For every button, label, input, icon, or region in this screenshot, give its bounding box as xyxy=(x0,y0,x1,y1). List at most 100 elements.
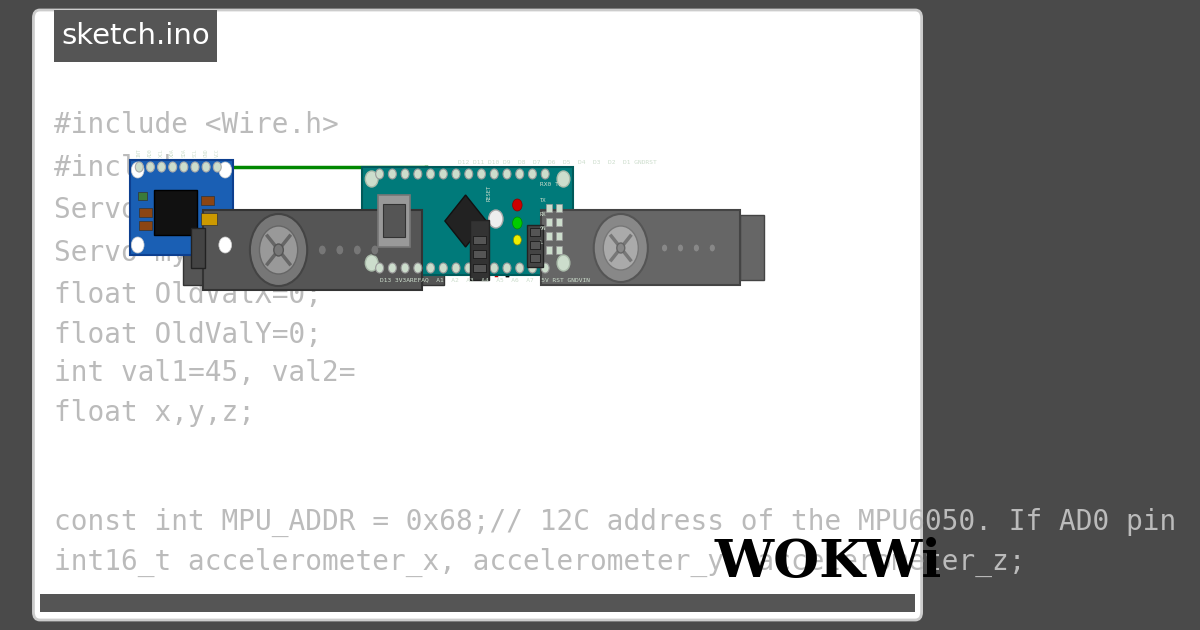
Bar xyxy=(530,254,540,262)
Text: int val1=45, val2=: int val1=45, val2= xyxy=(54,359,355,387)
Text: Servo myservo2;: Servo myservo2; xyxy=(54,239,305,267)
Circle shape xyxy=(439,263,448,273)
Bar xyxy=(740,215,764,280)
Text: ON: ON xyxy=(540,227,546,231)
Circle shape xyxy=(365,255,378,271)
Circle shape xyxy=(528,263,536,273)
Circle shape xyxy=(426,263,434,273)
Circle shape xyxy=(146,162,155,172)
Circle shape xyxy=(157,162,166,172)
Circle shape xyxy=(594,214,648,282)
Bar xyxy=(473,264,486,272)
Bar xyxy=(139,221,152,230)
Circle shape xyxy=(452,169,460,179)
Text: #include <: #include < xyxy=(54,154,222,182)
Text: L: L xyxy=(540,241,542,246)
Circle shape xyxy=(389,169,396,179)
Text: GND: GND xyxy=(204,149,209,157)
Text: RX: RX xyxy=(540,212,546,217)
Circle shape xyxy=(491,263,498,273)
Circle shape xyxy=(389,263,396,273)
Text: VCC: VCC xyxy=(215,149,220,157)
Bar xyxy=(139,208,152,217)
Bar xyxy=(556,204,562,212)
Text: Servo myse: Servo myse xyxy=(54,196,222,224)
Text: float OldValY=0;: float OldValY=0; xyxy=(54,321,322,349)
Bar xyxy=(473,236,486,244)
Bar xyxy=(422,215,444,285)
Circle shape xyxy=(259,226,298,274)
Circle shape xyxy=(514,235,521,245)
Circle shape xyxy=(336,245,344,255)
Bar xyxy=(527,225,542,267)
Circle shape xyxy=(401,263,409,273)
Bar xyxy=(469,220,490,280)
Text: RX0 TX1: RX0 TX1 xyxy=(540,183,566,188)
Polygon shape xyxy=(445,195,486,247)
Circle shape xyxy=(214,162,221,172)
Text: float OldValX=0;: float OldValX=0; xyxy=(54,281,322,309)
Circle shape xyxy=(439,169,448,179)
Circle shape xyxy=(557,255,570,271)
Bar xyxy=(378,195,410,247)
Circle shape xyxy=(541,263,550,273)
Bar xyxy=(138,192,148,200)
Text: AD0: AD0 xyxy=(148,149,152,157)
FancyBboxPatch shape xyxy=(34,10,922,620)
Circle shape xyxy=(414,169,422,179)
Circle shape xyxy=(503,169,511,179)
Circle shape xyxy=(218,237,232,253)
Circle shape xyxy=(191,162,199,172)
Circle shape xyxy=(709,244,715,252)
Bar xyxy=(383,204,406,237)
Text: WOKWi: WOKWi xyxy=(714,537,941,588)
Text: float x,y,z;: float x,y,z; xyxy=(54,399,256,427)
Circle shape xyxy=(512,217,522,229)
Circle shape xyxy=(353,245,361,255)
Text: TX: TX xyxy=(540,198,546,203)
Bar xyxy=(556,232,562,240)
Circle shape xyxy=(202,162,210,172)
Circle shape xyxy=(376,169,384,179)
Text: const int MPU_ADDR = 0x68;// 12C address of the MPU6050. If AD0 pin: const int MPU_ADDR = 0x68;// 12C address… xyxy=(54,507,1176,537)
Bar xyxy=(546,246,552,254)
Bar xyxy=(202,196,214,205)
Circle shape xyxy=(541,169,550,179)
Bar xyxy=(530,228,540,236)
Circle shape xyxy=(528,169,536,179)
Circle shape xyxy=(617,243,625,253)
Bar xyxy=(54,10,217,62)
Circle shape xyxy=(488,210,503,228)
Bar xyxy=(184,215,205,285)
Bar xyxy=(473,250,486,258)
Circle shape xyxy=(478,169,486,179)
Circle shape xyxy=(218,162,232,178)
Circle shape xyxy=(464,263,473,273)
Text: XDA: XDA xyxy=(170,149,175,157)
Circle shape xyxy=(478,263,486,273)
Circle shape xyxy=(503,263,511,273)
Bar xyxy=(556,218,562,226)
Text: SDA: SDA xyxy=(181,149,186,157)
Text: int16_t accelerometer_x, accelerometer_y, accelerometer_z;: int16_t accelerometer_x, accelerometer_y… xyxy=(54,547,1026,576)
Circle shape xyxy=(414,263,422,273)
Bar xyxy=(362,167,574,275)
Circle shape xyxy=(452,263,460,273)
Circle shape xyxy=(318,245,326,255)
Bar xyxy=(203,210,422,290)
Bar xyxy=(546,232,552,240)
Text: D13 3V3AREFAQ  A1  A2  A3  A4  A5  A6  A7  5V RST GNDVIN: D13 3V3AREFAQ A1 A2 A3 A4 A5 A6 A7 5V RS… xyxy=(379,277,589,282)
Circle shape xyxy=(516,169,523,179)
Circle shape xyxy=(274,244,283,256)
Circle shape xyxy=(677,244,684,252)
Bar xyxy=(191,228,205,268)
Circle shape xyxy=(516,263,523,273)
Circle shape xyxy=(371,245,379,255)
Circle shape xyxy=(604,226,638,270)
Bar xyxy=(530,241,540,249)
Circle shape xyxy=(661,244,667,252)
Bar xyxy=(202,213,217,225)
Circle shape xyxy=(250,214,307,286)
Circle shape xyxy=(131,237,144,253)
Circle shape xyxy=(491,169,498,179)
